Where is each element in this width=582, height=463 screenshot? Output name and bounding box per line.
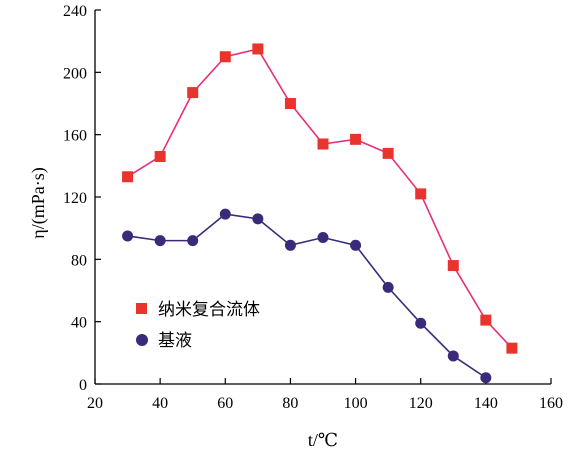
- data-point-circle: [219, 208, 231, 220]
- y-tick-label: 160: [63, 128, 87, 145]
- series-line-1: [127, 213, 487, 379]
- y-tick-label: 120: [63, 190, 87, 207]
- y-axis-label: η/(mPa·s): [28, 167, 49, 238]
- axes: [94, 10, 551, 385]
- data-point-circle: [154, 235, 166, 247]
- y-tick-label: 200: [63, 65, 87, 82]
- data-point-circle: [350, 239, 362, 251]
- x-axis-label: t/℃: [308, 430, 338, 450]
- y-tick-label: 240: [63, 3, 87, 20]
- data-point-circle: [284, 239, 296, 251]
- data-point-square: [187, 87, 199, 99]
- x-tick-label: 100: [344, 395, 368, 412]
- data-point-square: [415, 188, 427, 200]
- data-point-circle: [122, 230, 134, 242]
- x-tick-label: 20: [87, 395, 103, 412]
- data-point-square: [447, 260, 459, 272]
- legend-marker-nanofluid: [136, 303, 147, 314]
- data-point-square: [350, 133, 362, 145]
- legend-label-nanofluid: 纳米复合流体: [158, 300, 260, 320]
- data-point-square: [252, 43, 264, 55]
- data-point-square: [219, 51, 231, 63]
- data-point-circle: [317, 232, 329, 244]
- y-ticks: 0 40 80 120 160 200 240: [63, 3, 101, 394]
- data-point-square: [122, 171, 134, 183]
- data-point-circle: [415, 317, 427, 329]
- data-point-square: [284, 98, 296, 109]
- x-tick-label: 60: [217, 395, 233, 412]
- legend: 纳米复合流体 基液: [136, 300, 260, 351]
- data-point-circle: [252, 213, 264, 225]
- y-tick-label: 80: [71, 252, 87, 269]
- data-point-circle: [447, 350, 459, 362]
- x-tick-label: 120: [409, 395, 433, 412]
- data-point-square: [154, 150, 166, 162]
- x-tick-label: 40: [152, 395, 168, 412]
- data-point-circle: [187, 235, 199, 247]
- x-ticks: 20 40 60 80 100 120 140 160: [87, 378, 563, 412]
- x-tick-label: 160: [539, 395, 563, 412]
- data-point-square: [317, 138, 329, 150]
- legend-label-base-fluid: 基液: [158, 331, 192, 351]
- x-tick-label: 80: [282, 395, 298, 412]
- data-point-circle: [382, 281, 394, 293]
- data-point-square: [382, 147, 394, 159]
- y-tick-label: 40: [71, 315, 87, 332]
- data-point-square: [506, 342, 518, 354]
- series-layer: [122, 43, 518, 384]
- y-tick-label: 0: [79, 377, 87, 394]
- data-point-square: [480, 314, 492, 326]
- x-tick-label: 140: [474, 395, 498, 412]
- data-point-circle: [480, 372, 492, 384]
- legend-marker-base-fluid: [136, 334, 148, 346]
